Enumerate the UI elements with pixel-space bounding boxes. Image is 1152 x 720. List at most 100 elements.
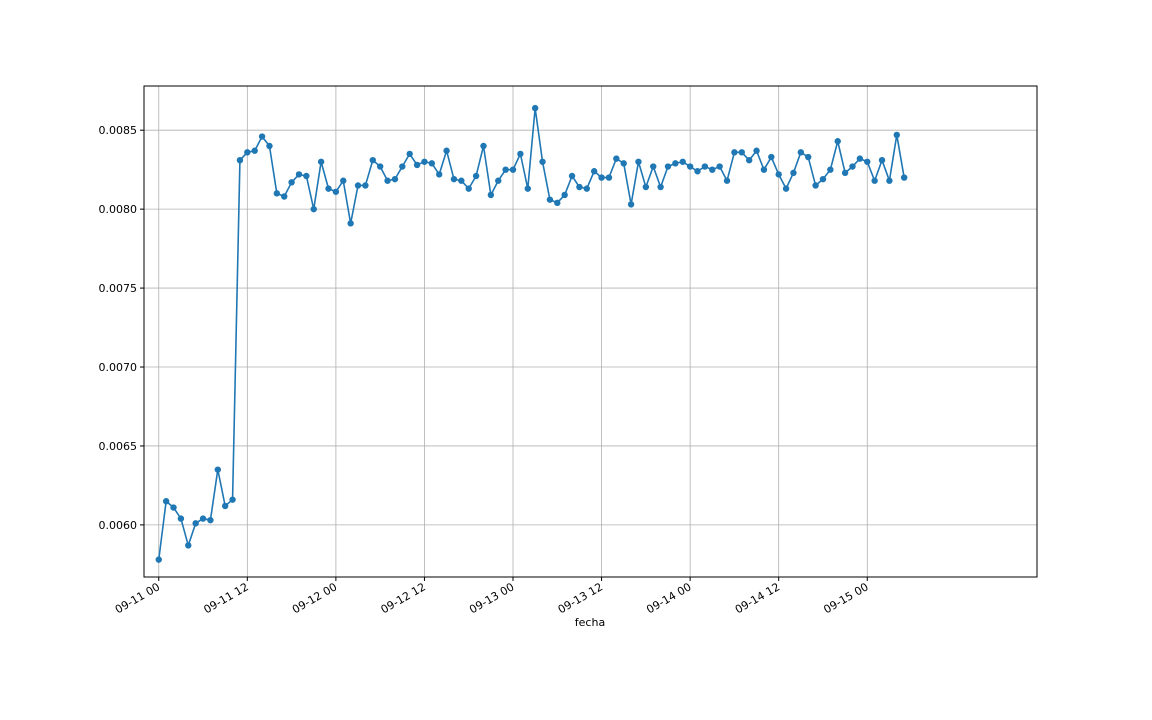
data-point (236, 157, 244, 164)
data-point (760, 166, 768, 173)
data-point (531, 104, 539, 112)
data-point (303, 172, 310, 180)
data-point (170, 504, 177, 511)
data-point (258, 133, 266, 140)
data-point (716, 163, 723, 170)
data-point (487, 191, 495, 199)
data-point (841, 169, 849, 177)
y-tick-label: 0.0075 (99, 282, 138, 295)
data-point (546, 196, 554, 203)
data-point (340, 177, 347, 184)
y-tick-label: 0.0085 (99, 124, 138, 137)
y-tick-label: 0.0070 (99, 361, 138, 374)
data-point (878, 157, 886, 164)
data-point (391, 175, 399, 183)
data-point (524, 185, 531, 192)
data-point (185, 542, 192, 549)
y-axis: 0.0060 0.0065 0.0070 0.0075 0.0080 0.0085 (99, 124, 144, 532)
data-point (900, 174, 908, 181)
plot-frame (143, 85, 1038, 578)
y-tick-label: 0.0060 (99, 519, 138, 532)
data-point (723, 177, 731, 184)
data-point (281, 193, 288, 200)
data-point (421, 158, 428, 165)
data-point (893, 131, 900, 139)
data-point (480, 142, 487, 150)
data-point (701, 163, 709, 170)
data-point (362, 182, 369, 189)
data-point (849, 163, 856, 170)
data-point (790, 169, 797, 177)
data-point (650, 163, 657, 170)
data-point (686, 163, 694, 170)
data-point (738, 149, 745, 156)
data-point (155, 556, 162, 563)
x-axis-label: fecha (575, 616, 605, 629)
data-point (450, 175, 458, 183)
data-point (598, 174, 605, 181)
data-point (495, 177, 502, 184)
data-point (753, 147, 760, 154)
data-point (745, 157, 753, 164)
data-point (162, 498, 170, 505)
data-point (229, 496, 236, 503)
data-point (458, 177, 465, 184)
data-point (539, 158, 546, 165)
data-point (679, 158, 686, 165)
data-point (428, 160, 436, 167)
data-point (332, 188, 340, 195)
data-point (768, 153, 775, 161)
data-point (819, 175, 827, 183)
data-point (731, 149, 738, 156)
data-point (413, 161, 421, 169)
data-point (436, 171, 443, 178)
data-point (325, 185, 332, 192)
data-point (576, 183, 583, 191)
data-point (399, 163, 406, 170)
data-point (642, 183, 650, 191)
data-point (317, 158, 325, 165)
data-point (583, 185, 591, 192)
data-point (244, 149, 251, 156)
data-point (369, 157, 376, 164)
series-layer (155, 104, 908, 563)
data-point (347, 220, 354, 227)
data-point (517, 150, 524, 158)
y-tick-label: 0.0080 (99, 203, 138, 216)
data-point (805, 153, 812, 161)
data-point (214, 466, 221, 473)
data-point (509, 166, 517, 173)
y-tick-label: 0.0065 (99, 440, 138, 453)
data-point (273, 190, 281, 197)
data-point (664, 163, 672, 170)
data-point (251, 147, 258, 154)
data-point (384, 177, 391, 184)
data-point (443, 147, 450, 154)
data-point (812, 182, 819, 189)
data-point (465, 185, 472, 192)
data-point (288, 179, 295, 186)
data-point (295, 171, 303, 178)
data-point (605, 174, 613, 181)
data-point (782, 185, 790, 192)
data-point (864, 158, 871, 165)
data-point (199, 515, 207, 522)
data-point (221, 502, 229, 510)
data-point (886, 177, 893, 184)
data-point (709, 166, 716, 173)
data-point (354, 182, 362, 189)
data-point (406, 150, 413, 158)
data-point (613, 155, 620, 162)
data-point (472, 172, 480, 180)
data-point (620, 160, 627, 167)
data-point (856, 155, 864, 162)
data-point (627, 201, 635, 208)
data-point (834, 138, 841, 145)
data-point (694, 168, 701, 175)
data-point (310, 205, 317, 213)
data-point (192, 520, 199, 527)
data-point (635, 158, 642, 165)
data-point (657, 183, 664, 191)
